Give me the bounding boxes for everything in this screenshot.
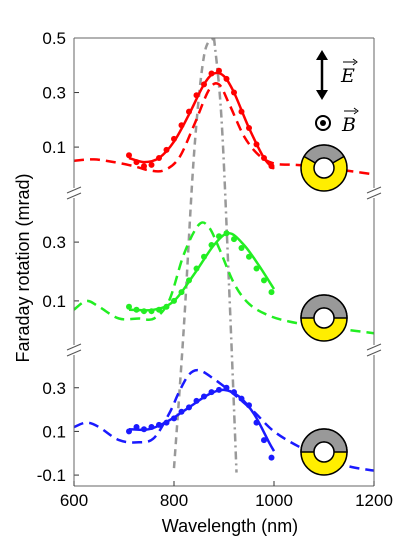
x-axis-title: Wavelength (nm) bbox=[162, 516, 298, 536]
plot-layer: 0.1 0.3 0.5 0.1 0.3 -0.1 0.1 0.3 600 800 1000 1200 bbox=[37, 29, 393, 510]
bottom-data-point-19 bbox=[261, 437, 267, 444]
top-data-point-4 bbox=[148, 161, 155, 168]
reference-curve-1 bbox=[172, 37, 216, 469]
middle-disk-hole-icon bbox=[313, 307, 335, 329]
x-tick-label-3: 1000 bbox=[255, 491, 293, 510]
e-field-arrow-up-head bbox=[316, 50, 328, 60]
axis-break-mark-1-2-2 bbox=[366, 192, 382, 200]
e-field-label: E bbox=[340, 65, 355, 87]
b-field-label: B bbox=[341, 114, 356, 136]
x-tick-label-2: 800 bbox=[160, 491, 188, 510]
top-y-tick-label-1: 0.1 bbox=[42, 138, 66, 157]
top-data-point-1 bbox=[126, 152, 132, 159]
top-disk-hole-icon bbox=[313, 157, 335, 179]
b-vector-arrow-head bbox=[353, 107, 359, 115]
middle-disk-icon bbox=[300, 294, 348, 342]
axis-break-mark-2-2-1 bbox=[366, 343, 382, 351]
middle-data-point-19 bbox=[261, 277, 267, 284]
middle-data-point-1 bbox=[126, 303, 132, 310]
b-field-dot-outer-icon bbox=[315, 115, 331, 131]
e-vector-arrow-head bbox=[352, 58, 358, 66]
bottom-disk-hole-icon bbox=[313, 441, 335, 463]
y-axis-title: Faraday rotation (mrad) bbox=[13, 173, 33, 362]
bottom-y-tick-label-3: 0.3 bbox=[42, 379, 66, 398]
bottom-model-dashed-line bbox=[73, 368, 375, 472]
middle-fit-solid-line bbox=[128, 232, 276, 312]
bottom-disk-icon bbox=[300, 428, 348, 476]
axis-break-mark-2-2-2 bbox=[366, 349, 382, 357]
bottom-y-tick-label-1: -0.1 bbox=[37, 466, 66, 485]
middle-data-point-16 bbox=[238, 244, 245, 251]
axis-break-mark-1-1-1 bbox=[66, 186, 82, 194]
top-y-tick-label-3: 0.5 bbox=[42, 29, 66, 48]
axis-break-mark-1-1-2 bbox=[66, 192, 82, 200]
field-annotation: E B bbox=[315, 50, 359, 136]
bottom-fit-solid-line bbox=[128, 388, 276, 452]
b-field-dot-inner-icon bbox=[320, 120, 326, 126]
x-tick-label-1: 600 bbox=[60, 491, 88, 510]
bottom-y-tick-label-2: 0.1 bbox=[42, 422, 66, 441]
middle-y-tick-label-2: 0.3 bbox=[42, 233, 66, 252]
middle-data-point-20 bbox=[268, 289, 275, 296]
x-tick-label-4: 1200 bbox=[355, 491, 393, 510]
reference-curve-2 bbox=[212, 37, 238, 473]
bottom-data-point-20 bbox=[268, 454, 275, 461]
middle-model-dashed-line bbox=[73, 221, 375, 335]
e-field-arrow-down-head bbox=[316, 90, 328, 100]
middle-data-point-18 bbox=[253, 265, 260, 272]
axis-break-mark-1-2-1 bbox=[366, 186, 382, 194]
top-disk-icon bbox=[300, 144, 348, 192]
top-fit-solid-line bbox=[128, 71, 275, 170]
top-y-tick-label-2: 0.3 bbox=[42, 84, 66, 103]
axis-break-mark-2-1-2 bbox=[66, 349, 82, 357]
middle-y-tick-label-1: 0.1 bbox=[42, 292, 66, 311]
axis-break-mark-2-1-1 bbox=[66, 343, 82, 351]
